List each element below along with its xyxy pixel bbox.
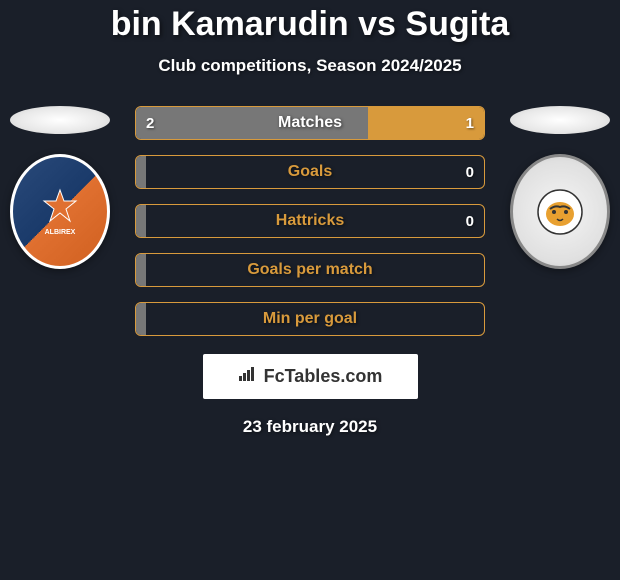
stat-left-value — [136, 254, 146, 286]
player-left-column: ALBIREX — [5, 106, 115, 269]
stat-left-value — [136, 156, 146, 188]
club-badge-right-inner — [525, 177, 595, 247]
club-badge-left: ALBIREX — [10, 154, 110, 269]
stat-left-value — [136, 205, 146, 237]
stat-label: Hattricks — [276, 212, 344, 230]
player-right-avatar-placeholder — [510, 106, 610, 134]
stats-column: 21Matches0Goals0HattricksGoals per match… — [135, 106, 485, 336]
stat-label: Min per goal — [263, 310, 357, 328]
stat-row-matches: 21Matches — [135, 106, 485, 140]
stat-left-value — [136, 303, 146, 335]
stat-label: Goals per match — [247, 261, 372, 279]
stat-row-hattricks: 0Hattricks — [135, 204, 485, 238]
fctables-logo[interactable]: FcTables.com — [203, 354, 418, 399]
player-left-avatar-placeholder — [10, 106, 110, 134]
chart-icon — [238, 366, 258, 387]
date-text: 23 february 2025 — [0, 417, 620, 437]
subtitle: Club competitions, Season 2024/2025 — [0, 56, 620, 76]
stat-row-goals-per-match: Goals per match — [135, 253, 485, 287]
stat-right-value: 1 — [368, 107, 484, 139]
club-badge-left-inner: ALBIREX — [25, 172, 95, 252]
stat-row-min-per-goal: Min per goal — [135, 302, 485, 336]
star-icon — [40, 187, 80, 227]
comparison-card: bin Kamarudin vs Sugita Club competition… — [0, 0, 620, 437]
tiger-icon — [535, 187, 585, 237]
player-right-column — [505, 106, 615, 269]
club-badge-right — [510, 154, 610, 269]
logo-text: FcTables.com — [264, 366, 383, 387]
page-title: bin Kamarudin vs Sugita — [0, 5, 620, 44]
stat-label: Matches — [278, 114, 342, 132]
main-comparison-area: ALBIREX 21Matches0Goals0HattricksGoals p… — [0, 106, 620, 336]
stat-row-goals: 0Goals — [135, 155, 485, 189]
stat-label: Goals — [288, 163, 332, 181]
